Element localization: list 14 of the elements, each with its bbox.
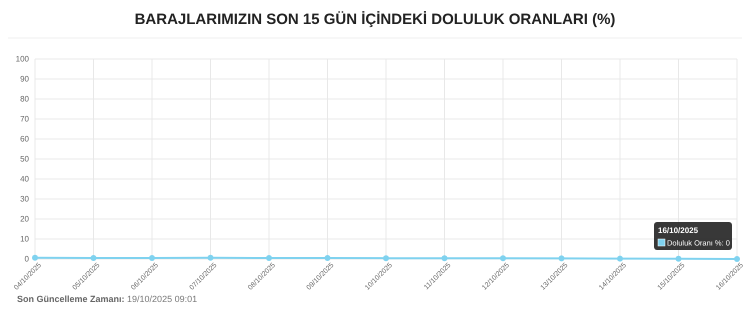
y-tick-label: 50 xyxy=(20,154,30,164)
text: Son Güncelleme Zamanı: 19/10/2025 09:01 xyxy=(17,294,198,304)
annotation: 16/10/2025 xyxy=(658,226,699,235)
y-tick-label: 90 xyxy=(20,74,30,84)
y-tick-label: 20 xyxy=(20,214,30,224)
y-tick-label: 30 xyxy=(20,194,30,204)
y-tick-label: 0 xyxy=(24,254,30,264)
y-tick-label: 80 xyxy=(20,94,30,104)
chart-title: BARAJLARIMIZIN SON 15 GÜN İÇİNDEKİ DOLULUK ORANLARI (%) xyxy=(134,11,616,28)
y-tick-label: 70 xyxy=(20,114,30,124)
y-tick-label: 100 xyxy=(16,54,30,64)
y-tick-label: 10 xyxy=(20,234,30,244)
y-tick-label: 60 xyxy=(20,134,30,144)
y-tick-label: 40 xyxy=(20,174,30,184)
